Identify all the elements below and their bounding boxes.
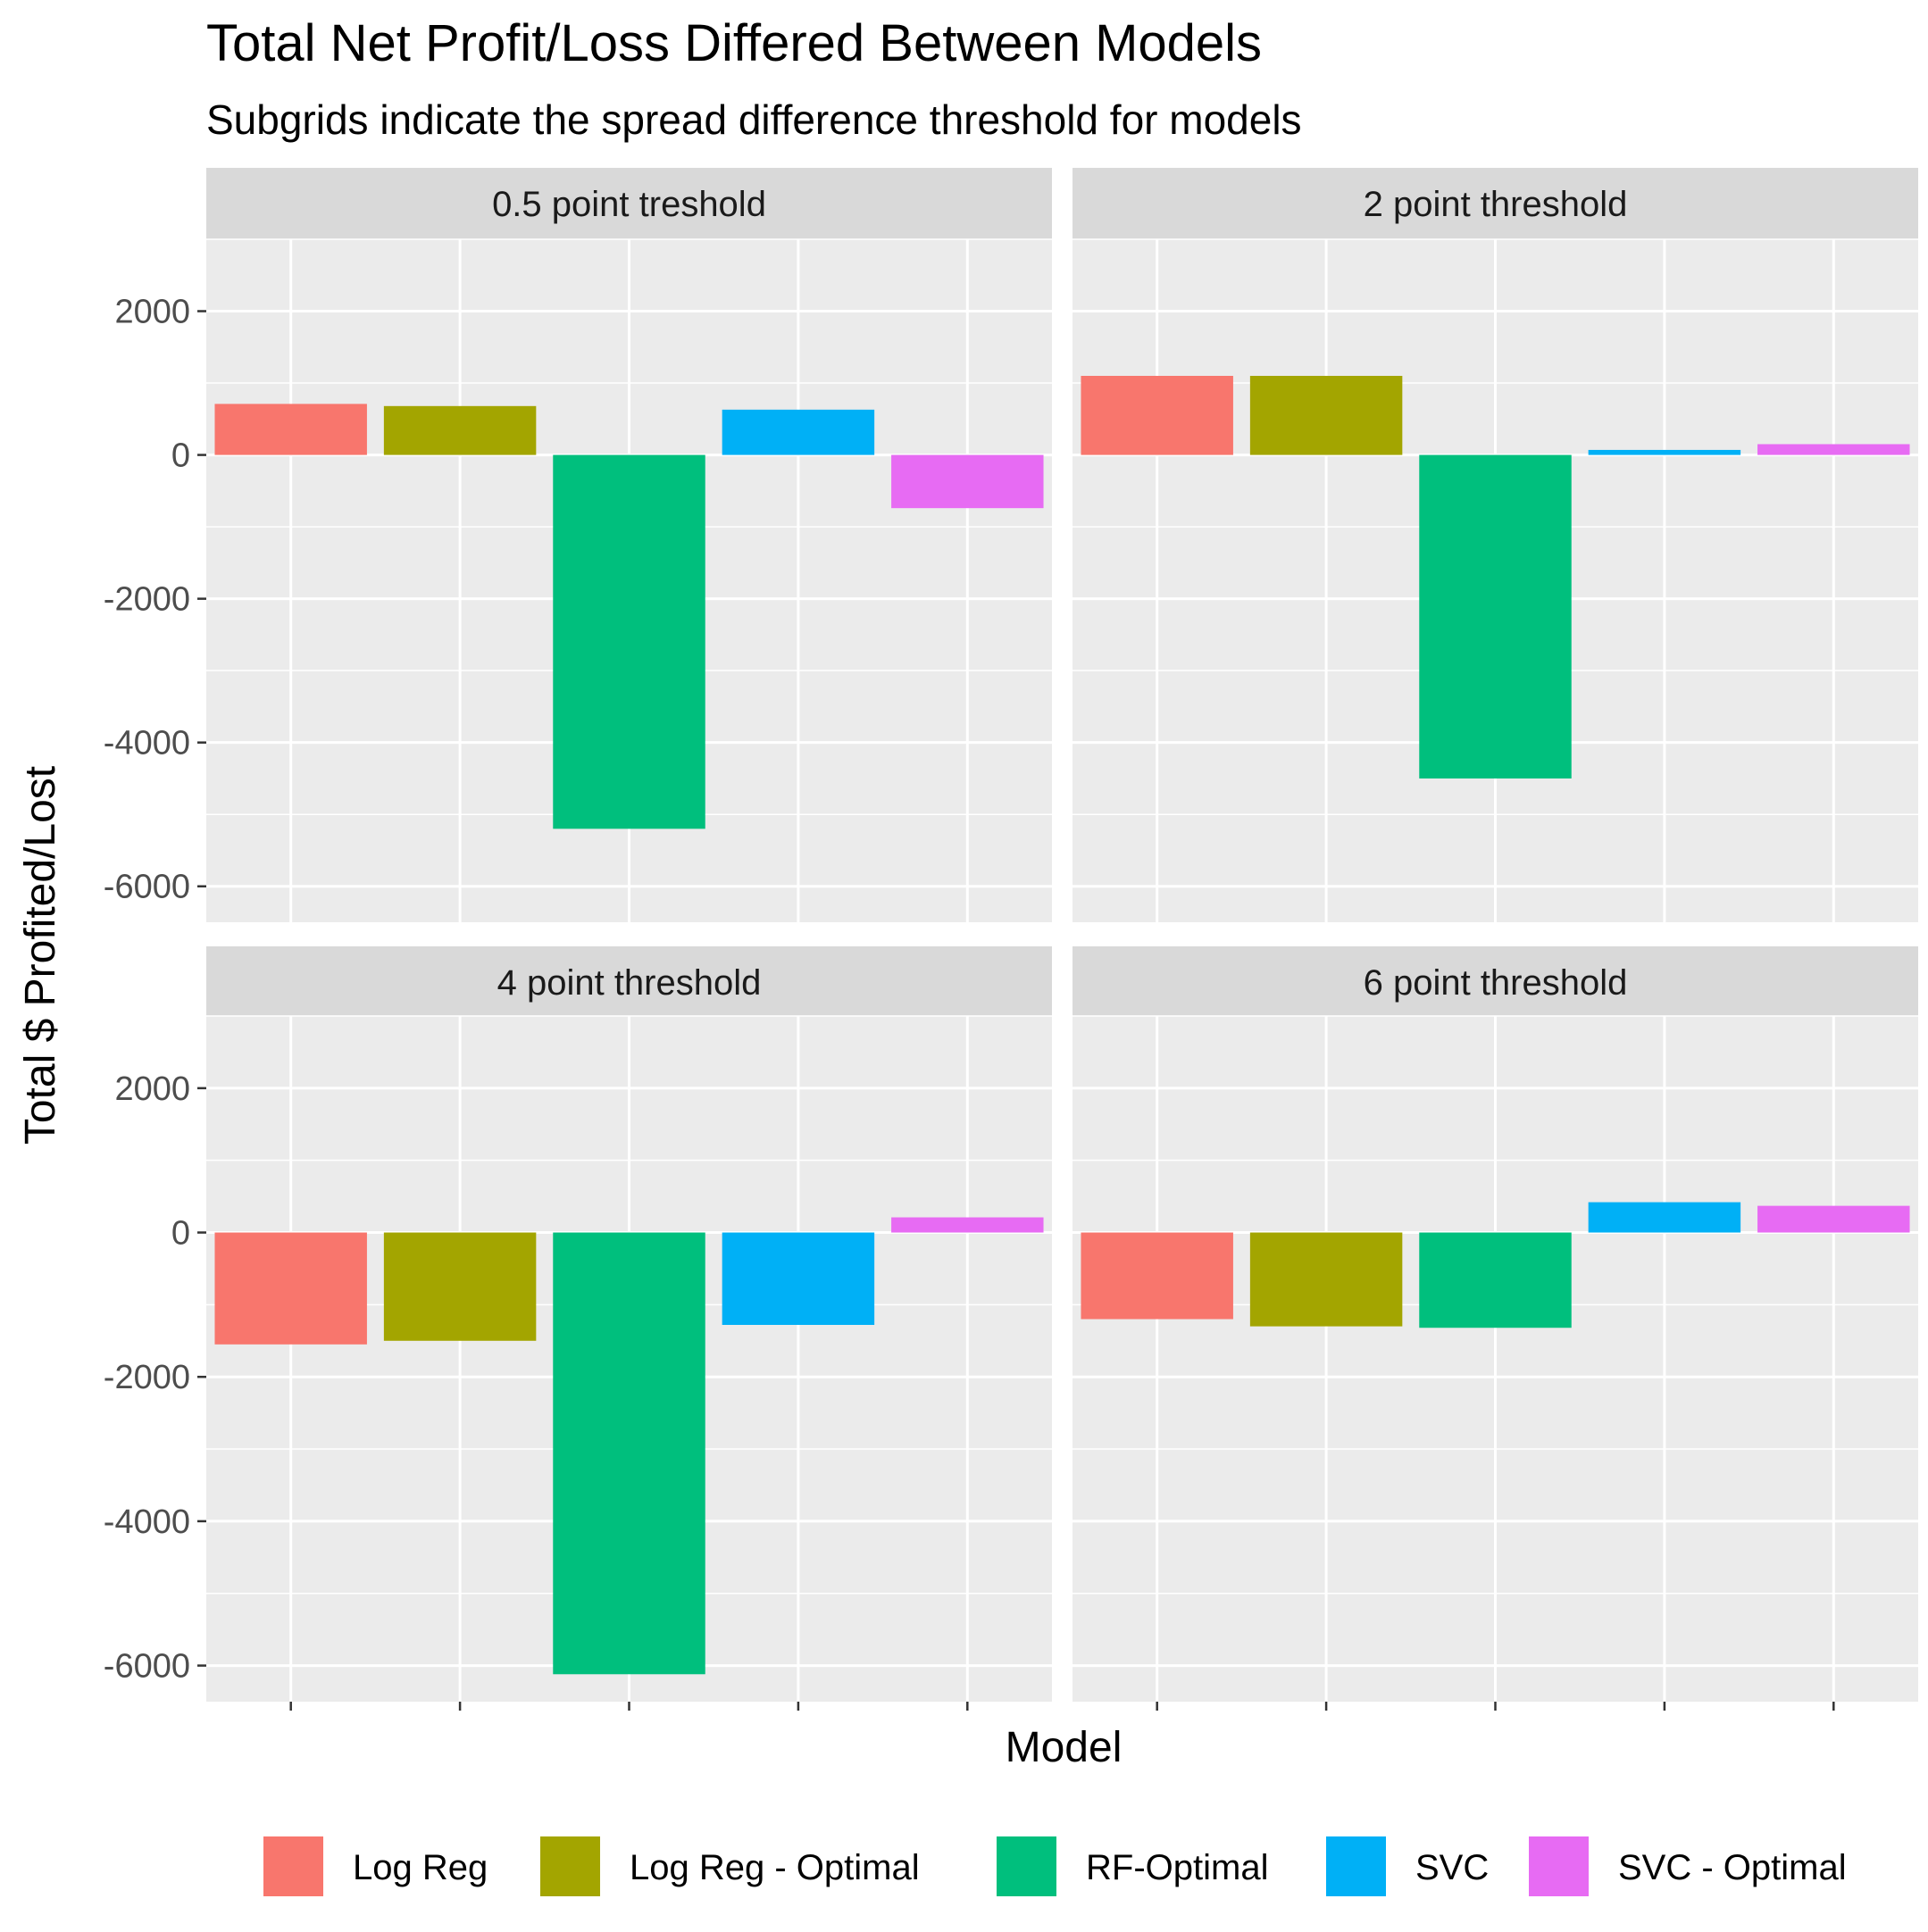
y-tick-label: -4000 [104,1503,190,1541]
facet-strip [1073,168,1918,239]
facet-strip [206,946,1052,1018]
legend: Log Reg Log Reg - Optimal RF-Optimal SVC SVC… [263,1836,1847,1896]
facet-panels: 0.5 point treshold 2000 0 -2000 -4000 -6000 2 … [104,168,1918,1711]
legend-key [1529,1836,1589,1896]
facet-strip-label: 4 point threshold [497,963,762,1003]
y-tick-label: 2000 [114,294,190,331]
x-axis-title: Model [1006,1724,1123,1771]
legend-label: SVC - Optimal [1618,1848,1847,1887]
bar-svc [1588,1202,1741,1233]
legend-item: Log Reg [263,1836,488,1896]
bar-log-reg [1081,1232,1233,1320]
bar-log-reg-optimal [1249,1232,1403,1327]
bar-rf-optimal [1419,1232,1572,1328]
legend-key [540,1836,600,1896]
legend-item: SVC - Optimal [1529,1836,1847,1896]
chart-subtitle: Subgrids indicate the spread difference … [206,96,1302,143]
chart-title: Total Net Profit/Loss Differed Between M… [206,14,1262,72]
facet-panel: 6 point threshold [1073,946,1918,1711]
facet-strip-label: 0.5 point treshold [492,185,766,224]
bar-rf-optimal [1419,454,1572,779]
legend-item: RF-Optimal [997,1836,1268,1896]
facet-strip [1073,946,1918,1018]
bar-svc [1588,449,1741,455]
facet-panel: 2 point threshold [1073,168,1918,922]
bar-rf-optimal [553,1232,705,1675]
facet-panel: 0.5 point treshold 2000 0 -2000 -4000 -6000 [104,168,1052,922]
bar-rf-optimal [553,454,705,829]
bar-log-reg-optimal [1249,376,1403,455]
bar-svc-optimal [1757,444,1910,455]
legend-label: Log Reg - Optimal [630,1848,920,1887]
y-tick-label: 0 [171,1215,190,1253]
legend-label: RF-Optimal [1086,1848,1268,1887]
legend-item: SVC [1326,1836,1489,1896]
facet-strip-label: 2 point threshold [1364,185,1628,224]
facet-panel: 4 point threshold 2000 0 -2000 -4000 -6000 [104,946,1052,1711]
y-tick-label: -4000 [104,725,190,762]
legend-label: Log Reg [353,1848,488,1887]
bar-log-reg [214,404,367,455]
y-tick-label: 2000 [114,1070,190,1108]
legend-label: SVC [1415,1848,1489,1887]
bar-svc [722,1232,875,1326]
legend-key [997,1836,1056,1896]
bar-svc-optimal [891,1217,1044,1233]
bar-svc [722,409,875,455]
bar-svc-optimal [891,454,1044,509]
legend-key [1326,1836,1386,1896]
facet-strip-label: 6 point threshold [1364,963,1628,1003]
y-axis-title: Total $ Profited/Lost [17,766,64,1145]
bar-svc-optimal [1757,1205,1910,1233]
y-tick-label: -6000 [104,869,190,906]
y-tick-label: -6000 [104,1648,190,1686]
bar-log-reg [214,1232,367,1345]
bar-log-reg-optimal [383,405,537,455]
y-tick-label: -2000 [104,581,190,619]
legend-item: Log Reg - Optimal [540,1836,920,1896]
facet-strip [206,168,1052,239]
bar-log-reg-optimal [383,1232,537,1341]
y-tick-label: 0 [171,437,190,475]
legend-key [263,1836,323,1896]
bar-log-reg [1081,376,1233,455]
y-tick-label: -2000 [104,1359,190,1396]
